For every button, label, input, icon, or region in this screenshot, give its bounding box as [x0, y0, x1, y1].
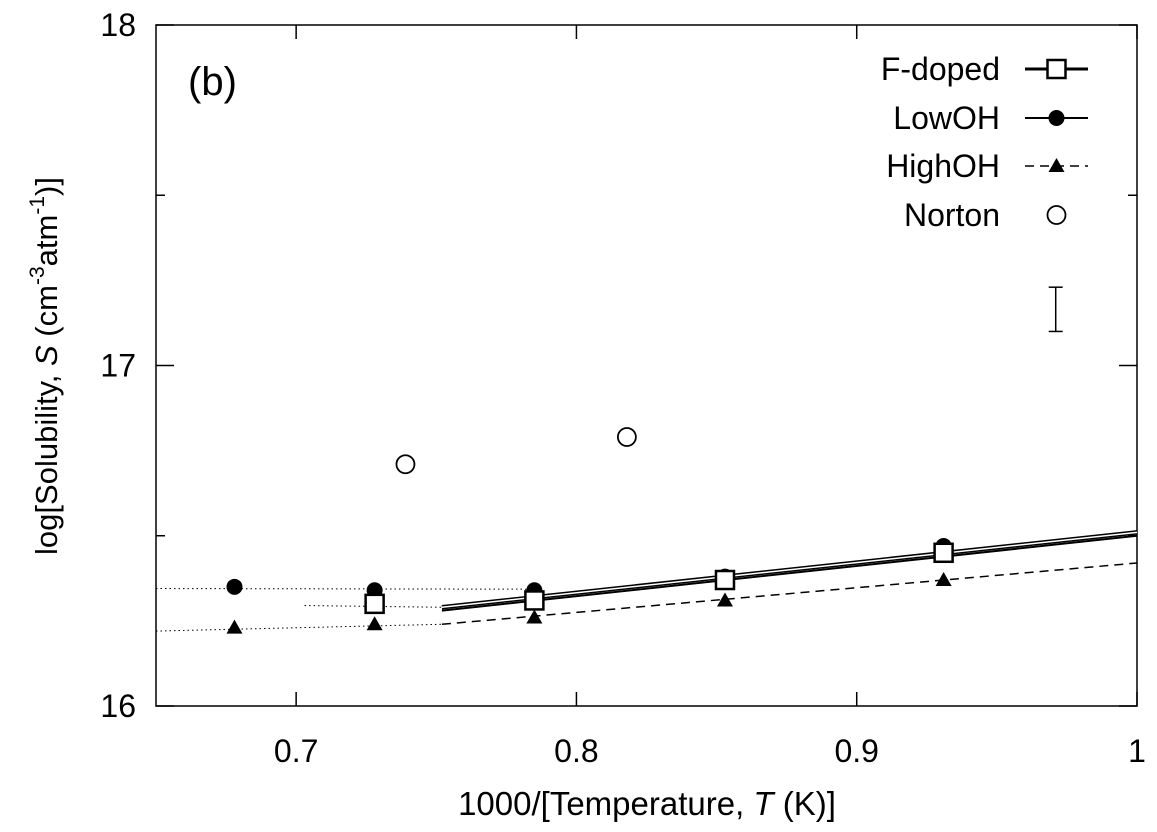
data-point — [524, 590, 545, 611]
legend-marker — [1048, 158, 1065, 172]
y-tick-label: 18 — [100, 7, 136, 43]
data-layer — [155, 286, 1138, 634]
y-axis-label-unit-b: atm — [29, 215, 64, 267]
data-point — [226, 619, 243, 634]
y-axis-label-var: S — [29, 345, 64, 366]
fit-line — [441, 562, 1138, 626]
data-point — [933, 542, 954, 564]
legend: F-doped LowOH HighOH Norton — [881, 51, 1088, 233]
extrapolation-line — [155, 623, 442, 632]
extrapolation-line — [155, 588, 535, 590]
legend-label: LowOH — [893, 100, 1000, 136]
x-axis-label: 1000/[Temperature, T (K)] — [458, 785, 836, 822]
data-point — [935, 572, 952, 587]
data-point — [395, 454, 416, 475]
x-axis-label-suffix: (K)] — [774, 785, 836, 822]
y-axis-label-prefix: log[Solubility, — [29, 366, 64, 555]
y-axis-label: log[Solubility, S (cm-3atm-1)] — [26, 177, 64, 555]
x-tick-label: 0.8 — [554, 733, 598, 769]
axes-layer: 0.7 0.8 0.9 1 16 17 18 — [100, 7, 1145, 769]
x-tick-label: 1 — [1128, 733, 1146, 769]
x-axis-label-prefix: 1000/[Temperature, — [458, 785, 753, 822]
data-point — [616, 427, 637, 447]
panel-label: (b) — [188, 60, 237, 104]
legend-marker — [1046, 205, 1067, 225]
legend-label: HighOH — [886, 148, 1000, 184]
y-axis-label-unit-a: (cm — [29, 285, 64, 345]
y-axis-label-suffix: )] — [29, 177, 64, 196]
fit-line — [441, 534, 1138, 612]
y-axis-label-exp-b: -1 — [26, 196, 49, 215]
x-tick-label: 0.7 — [274, 733, 318, 769]
y-tick-label: 16 — [100, 688, 136, 724]
data-point — [226, 578, 243, 595]
y-axis-label-exp-a: -3 — [26, 266, 49, 285]
legend-marker — [1046, 58, 1067, 80]
data-point — [526, 609, 543, 624]
legend-marker — [1048, 110, 1065, 126]
y-tick-label: 17 — [100, 348, 136, 384]
data-point — [366, 616, 383, 631]
legend-label: Norton — [904, 197, 1000, 233]
fit-line-inner — [441, 531, 1138, 609]
x-axis-label-var: T — [753, 785, 776, 822]
legend-label: F-doped — [881, 51, 1000, 87]
data-point — [364, 593, 385, 615]
x-tick-label: 0.9 — [834, 733, 878, 769]
data-point — [716, 592, 733, 607]
data-point — [714, 569, 736, 591]
